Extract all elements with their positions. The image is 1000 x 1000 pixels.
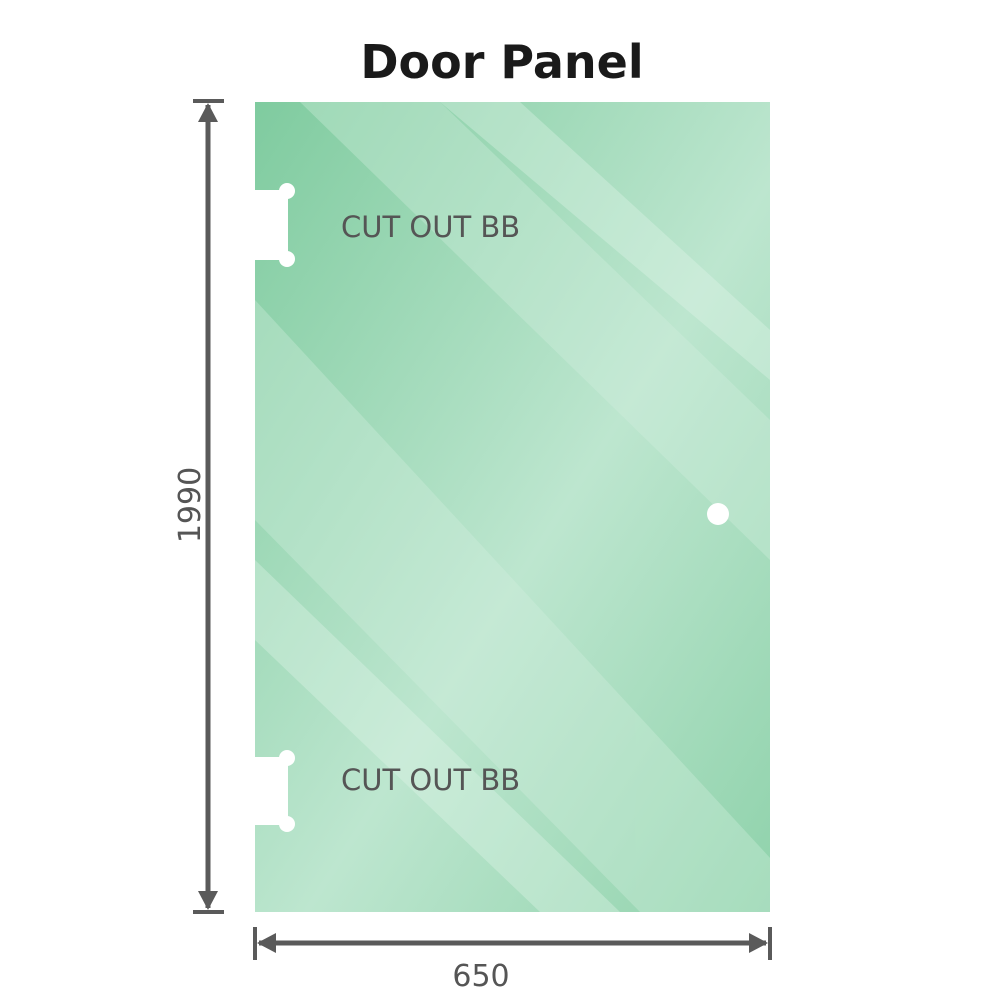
height-label: 1990 bbox=[173, 467, 208, 543]
height-dimension bbox=[193, 99, 224, 914]
arrow-up-icon bbox=[198, 103, 218, 122]
arrow-left-icon bbox=[257, 933, 276, 953]
cutout-bottom bbox=[250, 750, 295, 832]
width-dimension bbox=[253, 927, 772, 960]
glass-reflection bbox=[440, 102, 770, 380]
arrow-down-icon bbox=[198, 891, 218, 910]
arrow-right-icon bbox=[749, 933, 768, 953]
cutout-top bbox=[250, 183, 295, 267]
handle-hole bbox=[707, 503, 729, 525]
glass-panel bbox=[250, 102, 770, 912]
width-label: 650 bbox=[452, 959, 509, 994]
glass-reflection bbox=[300, 102, 770, 560]
cutout-label-top: CUT OUT BB bbox=[341, 210, 520, 244]
glass-reflection bbox=[255, 560, 620, 912]
diagram-title: Door Panel bbox=[360, 35, 643, 89]
cutout-label-bottom: CUT OUT BB bbox=[341, 763, 520, 797]
glass-reflection bbox=[255, 300, 770, 912]
